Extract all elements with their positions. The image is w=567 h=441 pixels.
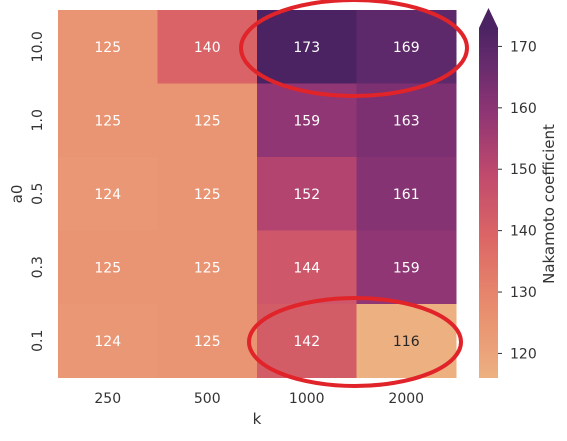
heatmap-cell-value: 125	[194, 187, 221, 203]
heatmap-cell	[356, 157, 457, 231]
y-tick-label: 0.5	[30, 183, 46, 205]
heatmap-cell	[58, 230, 158, 305]
heatmap-cell-value: 125	[94, 113, 121, 129]
heatmap-cell-value: 144	[293, 260, 320, 276]
heatmap-cell	[257, 304, 357, 378]
y-axis-label: a0	[8, 185, 26, 204]
heatmap-cell-value: 125	[194, 260, 221, 276]
heatmap-cell	[157, 157, 258, 231]
heatmap-cell-value: 142	[293, 334, 320, 350]
y-tick-label: 10.0	[30, 31, 46, 62]
colorbar-tick-label: 160	[510, 101, 537, 117]
heatmap-cell-value: 125	[194, 113, 221, 129]
colorbar-label: Nakamoto coefficient	[540, 124, 558, 284]
heatmap-cell	[157, 230, 258, 305]
y-tick-label: 1.0	[30, 109, 46, 131]
colorbar-tick-label: 120	[510, 346, 537, 362]
heatmap-cell	[356, 230, 457, 305]
colorbar-tick-label: 150	[510, 162, 537, 178]
heatmap-cell-value: 159	[393, 260, 420, 276]
annotations	[239, 0, 469, 388]
y-tick-label: 0.1	[30, 330, 46, 352]
colorbar-tick-label: 140	[510, 224, 537, 240]
heatmap-cell-value: 169	[393, 40, 420, 56]
colorbar-tick-label: 170	[510, 39, 537, 55]
heatmap-cell-value: 159	[293, 113, 320, 129]
heatmap-cell	[157, 83, 258, 158]
heatmap-cell-value: 124	[94, 187, 121, 203]
heatmap-cell	[356, 10, 457, 84]
heatmap-cell-value: 125	[194, 334, 221, 350]
heatmap-cell-value: 152	[293, 187, 320, 203]
x-tick-label: 2000	[388, 391, 424, 407]
heatmap-cell-labels: 125 140 173 169 125 125 159 163 124 125 152 161 125 1…	[94, 40, 419, 350]
x-axis-label: k	[253, 410, 262, 428]
heatmap-cells	[58, 10, 457, 378]
heatmap-cell-value: 140	[194, 40, 221, 56]
x-tick-label: 250	[94, 391, 121, 407]
heatmap-cell	[58, 10, 158, 84]
heatmap-cell	[257, 157, 357, 231]
heatmap-cell	[157, 304, 258, 378]
colorbar-extend-max-arrow	[479, 8, 498, 28]
colorbar: 120 130 140 150 160 170 Nakamoto coefficient	[479, 8, 558, 378]
x-tick-label: 1000	[289, 391, 325, 407]
heatmap-cell	[257, 10, 357, 84]
colorbar-tick-label: 130	[510, 285, 537, 301]
y-tick-label: 0.3	[30, 256, 46, 278]
heatmap-cell-value: 124	[94, 334, 121, 350]
annotation-ellipse-top	[239, 0, 469, 98]
colorbar-gradient	[479, 28, 498, 378]
x-axis-ticks: 250 500 1000 2000	[94, 391, 424, 407]
y-axis-ticks: 10.0 1.0 0.5 0.3 0.1	[30, 31, 46, 352]
heatmap-cell	[257, 230, 357, 305]
heatmap-cell	[58, 83, 158, 158]
colorbar-ticks: 120 130 140 150 160 170	[498, 39, 537, 362]
heatmap-cell-value: 125	[94, 260, 121, 276]
heatmap-cell-value: 163	[393, 113, 420, 129]
heatmap-cell-value: 125	[94, 40, 121, 56]
heatmap-cell	[58, 304, 158, 378]
x-tick-label: 500	[194, 391, 221, 407]
heatmap-cell-value: 173	[293, 40, 320, 56]
heatmap-cell	[58, 157, 158, 231]
annotation-ellipse-bottom	[247, 296, 463, 388]
heatmap-cell-value: 161	[393, 187, 420, 203]
heatmap-cell-value: 116	[393, 334, 420, 350]
